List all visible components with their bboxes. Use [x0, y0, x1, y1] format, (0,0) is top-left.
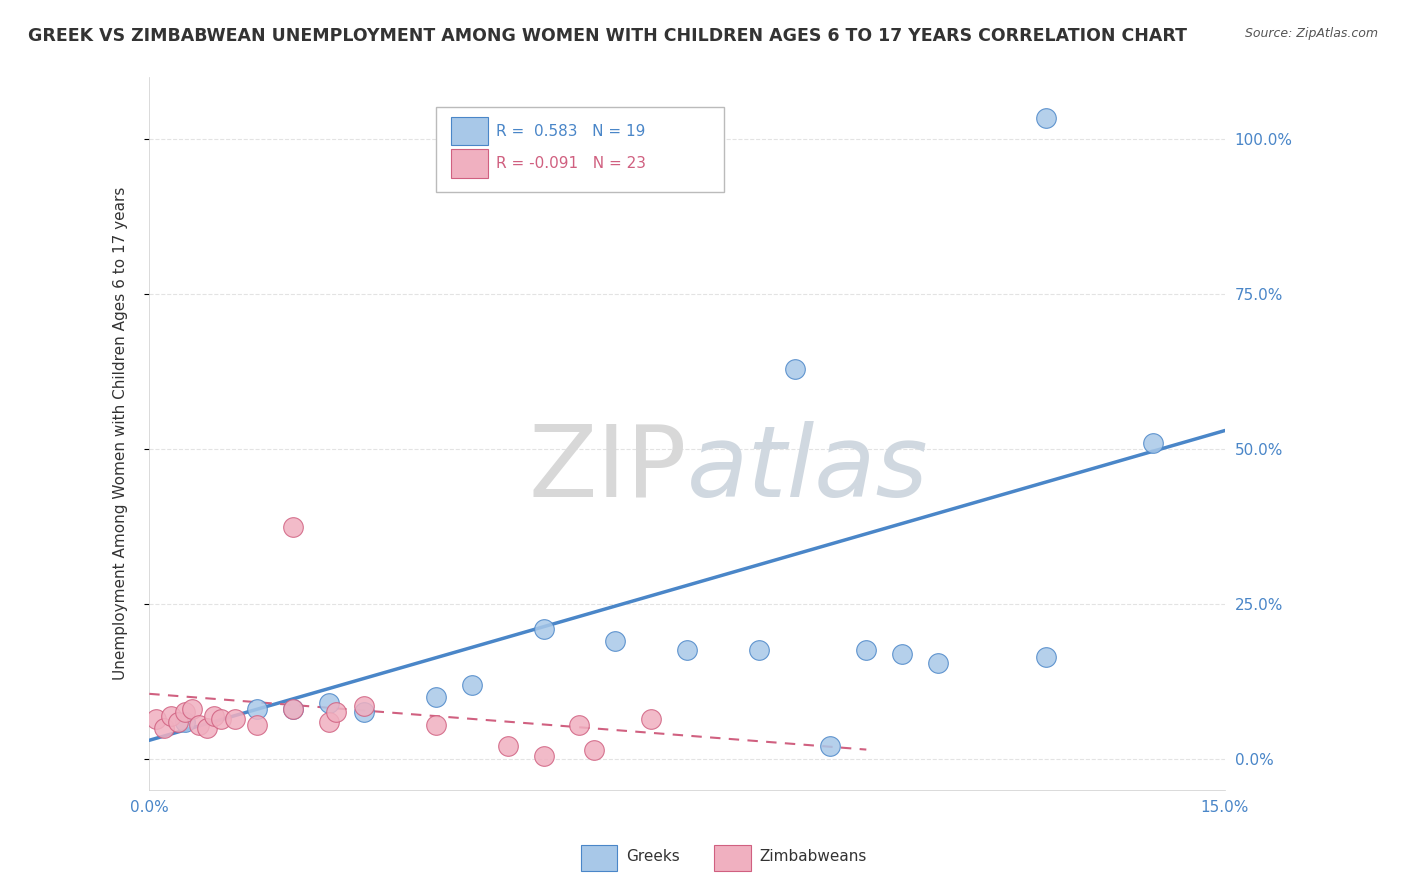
Point: [281, 702, 304, 716]
Point: [145, 712, 167, 726]
Point: [159, 708, 181, 723]
Text: Source: ZipAtlas.com: Source: ZipAtlas.com: [1244, 27, 1378, 40]
Point: [605, 634, 627, 648]
Text: R =  0.583   N = 19: R = 0.583 N = 19: [496, 124, 645, 138]
Point: [676, 643, 699, 657]
Point: [891, 647, 914, 661]
Point: [318, 714, 340, 729]
Point: [820, 739, 842, 754]
Point: [281, 702, 304, 716]
Point: [246, 702, 269, 716]
Point: [533, 622, 555, 636]
Point: [353, 706, 375, 720]
Point: [461, 677, 484, 691]
Point: [224, 712, 246, 726]
Point: [1035, 649, 1057, 664]
Text: R = -0.091   N = 23: R = -0.091 N = 23: [496, 156, 647, 170]
Point: [748, 643, 770, 657]
Point: [195, 721, 218, 735]
Point: [188, 718, 211, 732]
Point: [927, 656, 949, 670]
Point: [533, 748, 555, 763]
Point: [152, 721, 174, 735]
Text: Zimbabweans: Zimbabweans: [759, 849, 866, 863]
Point: [568, 718, 591, 732]
Point: [425, 690, 447, 704]
Point: [353, 699, 375, 714]
Point: [1142, 436, 1164, 450]
Point: [281, 519, 304, 533]
Point: [167, 714, 190, 729]
Point: [246, 718, 269, 732]
Point: [425, 718, 447, 732]
Point: [640, 712, 662, 726]
Point: [174, 706, 197, 720]
Text: atlas: atlas: [688, 421, 929, 517]
Point: [1035, 111, 1057, 125]
Text: ZIP: ZIP: [529, 421, 688, 517]
Point: [496, 739, 519, 754]
Point: [318, 696, 340, 710]
Point: [325, 706, 347, 720]
Text: Greeks: Greeks: [626, 849, 679, 863]
Point: [783, 361, 806, 376]
Point: [174, 714, 197, 729]
Point: [209, 712, 232, 726]
Point: [202, 708, 225, 723]
Y-axis label: Unemployment Among Women with Children Ages 6 to 17 years: Unemployment Among Women with Children A…: [114, 187, 128, 681]
Point: [582, 742, 605, 756]
Point: [181, 702, 204, 716]
Point: [855, 643, 877, 657]
Text: GREEK VS ZIMBABWEAN UNEMPLOYMENT AMONG WOMEN WITH CHILDREN AGES 6 TO 17 YEARS CO: GREEK VS ZIMBABWEAN UNEMPLOYMENT AMONG W…: [28, 27, 1187, 45]
